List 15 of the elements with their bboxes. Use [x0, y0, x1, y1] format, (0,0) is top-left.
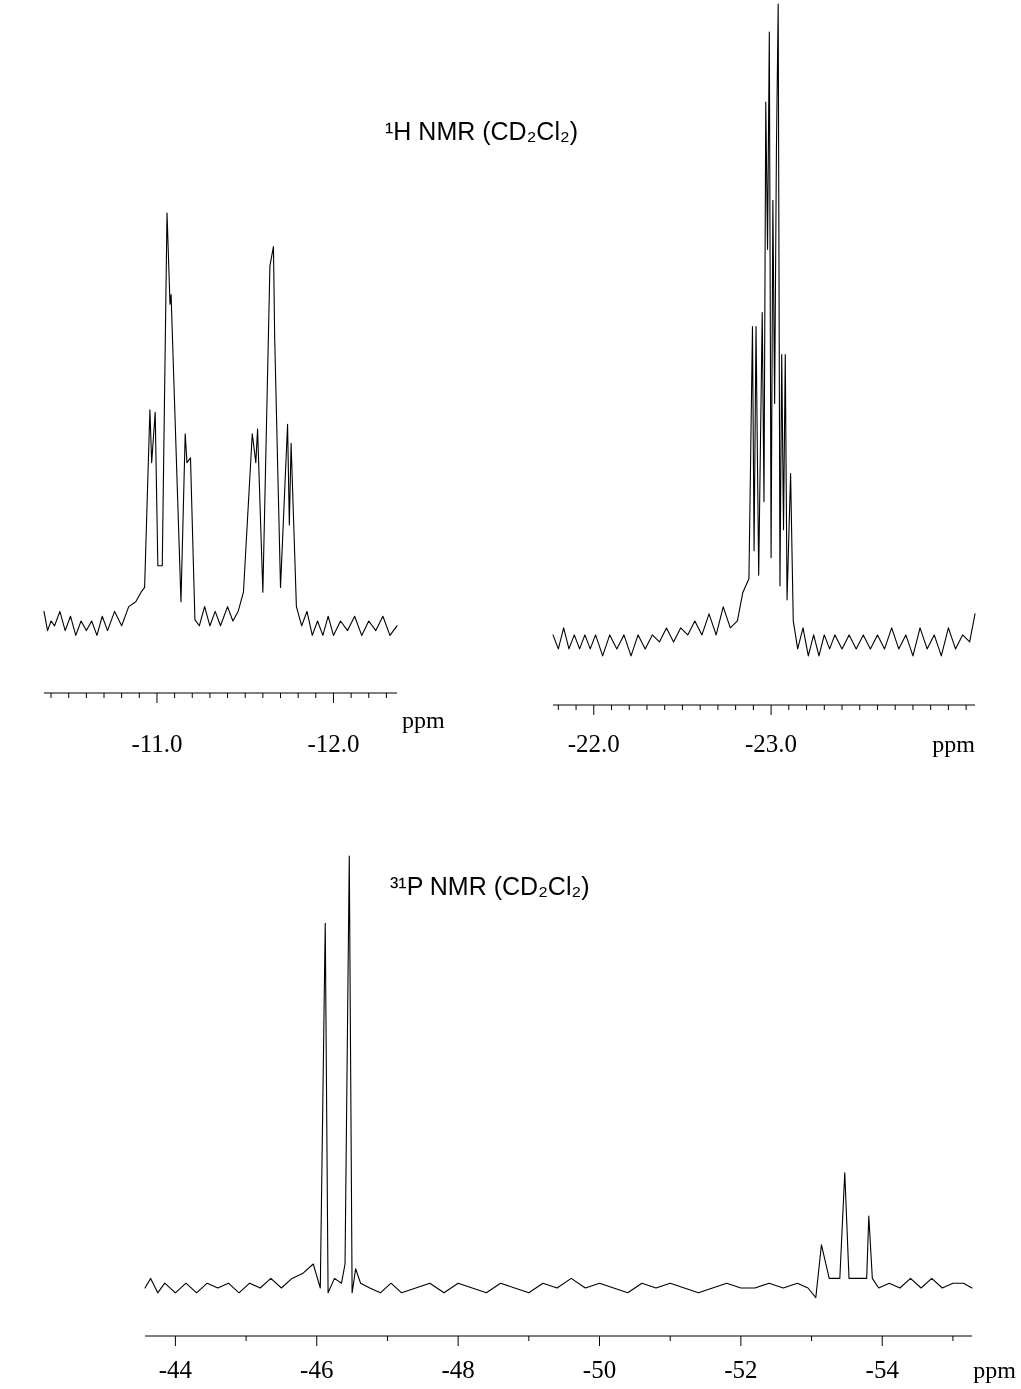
x-tick-label: -50 — [582, 1356, 617, 1383]
x-tick-label: -54 — [865, 1356, 900, 1383]
text: ¹H NMR (CD₂Cl₂) — [385, 117, 578, 145]
x-tick-label: -12.0 — [307, 730, 360, 757]
text: ³¹P NMR (CD₂Cl₂) — [390, 872, 590, 900]
x-axis-title: ppm — [973, 1357, 1017, 1383]
x-tick-label: -22.0 — [567, 730, 620, 757]
x-tick-label: -48 — [441, 1356, 475, 1383]
x-tick-label: -44 — [158, 1356, 193, 1383]
x-axis-title: ppm — [932, 731, 976, 757]
x-tick-label: -52 — [724, 1356, 758, 1383]
x-tick-label: -11.0 — [131, 730, 183, 757]
x-axis-title: ppm — [402, 707, 445, 733]
x-tick-label: -46 — [300, 1356, 334, 1383]
x-tick-label: -23.0 — [745, 730, 798, 757]
